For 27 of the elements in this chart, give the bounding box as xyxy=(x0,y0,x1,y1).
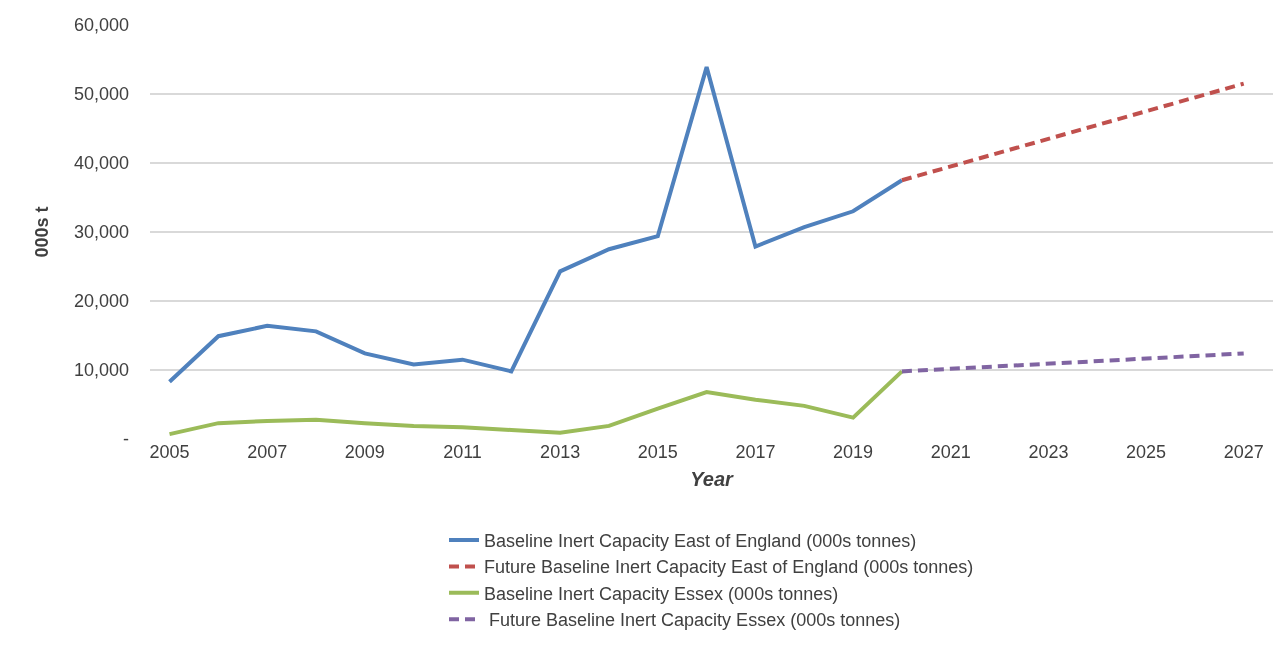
x-tick-label: 2011 xyxy=(443,442,482,462)
y-axis-title: 000s t xyxy=(32,206,53,258)
line-series xyxy=(167,65,904,384)
x-tick-label: 2005 xyxy=(149,442,190,462)
x-tick-label: 2013 xyxy=(540,442,581,462)
y-tick-label: 50,000 xyxy=(73,84,129,105)
y-tick-label: 10,000 xyxy=(73,360,129,381)
y-tick-label: - xyxy=(123,429,129,450)
x-tick-label: 2021 xyxy=(930,442,971,462)
x-tick-label: 2007 xyxy=(247,442,288,462)
x-tick-label: 2015 xyxy=(637,442,678,462)
legend-label: Future Baseline Inert Capacity Essex (000s tonnes) xyxy=(484,610,901,631)
legend-label: Baseline Inert Capacity East of England (000s tonnes) xyxy=(484,531,917,552)
x-tick-label: 2027 xyxy=(1223,442,1264,462)
x-tick-label: 2017 xyxy=(735,442,776,462)
y-tick-label: 40,000 xyxy=(73,153,129,174)
y-tick-label: 20,000 xyxy=(73,291,129,312)
x-tick-label: 2023 xyxy=(1028,442,1069,462)
legend-label: Future Baseline Inert Capacity East of England (000s tonnes) xyxy=(484,557,974,578)
x-tick-label: 2009 xyxy=(344,442,385,462)
line-series xyxy=(167,369,904,437)
x-tick-label: 2025 xyxy=(1126,442,1167,462)
legend-label: Baseline Inert Capacity Essex (000s tonnes) xyxy=(484,583,839,604)
y-tick-label: 30,000 xyxy=(73,222,129,243)
x-tick-label: 2019 xyxy=(833,442,874,462)
y-tick-label: 60,000 xyxy=(73,15,129,36)
x-axis-title: Year xyxy=(690,467,735,490)
